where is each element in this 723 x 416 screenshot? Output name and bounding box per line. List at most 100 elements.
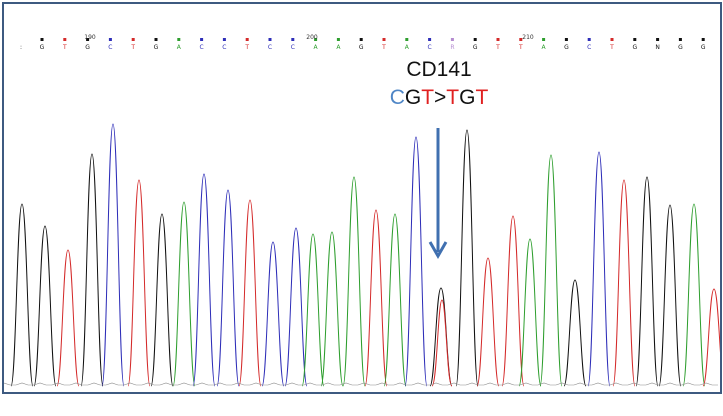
trace-peak xyxy=(501,215,525,387)
base-position-label: 200 xyxy=(306,34,318,41)
base-call-letter: G xyxy=(701,44,706,51)
base-call-letter: A xyxy=(336,44,341,51)
base-call-marker xyxy=(496,38,500,41)
base-call-marker xyxy=(542,38,546,41)
base-call-marker xyxy=(40,38,44,41)
base-call-letter: N xyxy=(655,44,660,51)
base-call-marker xyxy=(450,38,454,41)
base-call-marker xyxy=(314,38,318,41)
base-position-label: 190 xyxy=(84,34,96,41)
trace-peak xyxy=(539,154,563,387)
trace-peak xyxy=(261,241,285,387)
trace-peak xyxy=(404,136,428,387)
base-call-marker xyxy=(405,38,409,41)
mutation-new-base-t: T xyxy=(446,86,460,109)
trace-peak xyxy=(563,279,587,387)
base-call-marker xyxy=(200,38,204,41)
trace-peak xyxy=(476,257,500,387)
trace-peak xyxy=(238,199,262,387)
trace-peak xyxy=(658,204,682,387)
trace-baseline xyxy=(4,382,718,386)
trace-peak xyxy=(284,227,308,387)
base-call-marker xyxy=(428,38,432,41)
base-call-letter: G xyxy=(473,44,478,51)
base-call-letter: A xyxy=(177,44,182,51)
base-call-letter: T xyxy=(518,44,523,51)
base-call-marker xyxy=(678,38,682,41)
mutation-new-base-t2: T xyxy=(475,86,489,109)
trace-peak xyxy=(216,189,240,387)
base-call-marker xyxy=(587,38,591,41)
trace-peak xyxy=(56,249,80,387)
mutation-arrow-icon xyxy=(428,128,448,260)
trace-peak xyxy=(612,179,636,387)
base-call-letter: G xyxy=(678,44,683,51)
base-call-letter: A xyxy=(405,44,410,51)
base-call-letter: C xyxy=(268,44,272,51)
trace-peak xyxy=(702,288,720,387)
mutation-base-c: C xyxy=(389,86,405,109)
trace-peak xyxy=(364,209,388,387)
trace-peak xyxy=(682,203,706,387)
chromatogram-panel: G T G C T G A C C T C C A A G T A C R G T T A G C T G N G G 190 200 210:… xyxy=(2,2,722,394)
trace-peak xyxy=(320,231,344,387)
base-call-marker xyxy=(154,38,158,41)
base-call-marker xyxy=(131,38,135,41)
base-call-marker xyxy=(519,38,523,41)
base-call-marker xyxy=(86,38,90,41)
mutation-base-g: G xyxy=(404,86,422,109)
base-call-letter: G xyxy=(632,44,637,51)
base-call-marker xyxy=(63,38,67,41)
trace-peak xyxy=(10,203,34,387)
base-call-letter: C xyxy=(108,44,112,51)
base-call-marker xyxy=(336,38,340,41)
trace-peak xyxy=(635,176,659,387)
base-call-letter: C xyxy=(291,44,295,51)
trace-peak xyxy=(455,129,479,387)
base-call-marker xyxy=(177,38,181,41)
base-position-label: 210 xyxy=(522,34,534,41)
base-call-marker xyxy=(291,38,295,41)
base-call-marker xyxy=(359,38,363,41)
trace-peak xyxy=(127,179,151,387)
base-call-letter: C xyxy=(587,44,591,51)
base-call-marker xyxy=(473,38,477,41)
trace-peak xyxy=(33,225,57,387)
mutation-new-base-g: G xyxy=(459,86,476,109)
base-call-letter: T xyxy=(609,44,614,51)
base-call-marker xyxy=(268,38,272,41)
trace-peak xyxy=(192,173,216,387)
trace-peak xyxy=(150,213,174,387)
base-call-letter: R xyxy=(450,44,454,51)
mutation-base-t: T xyxy=(421,86,435,109)
base-call-letter: A xyxy=(542,44,547,51)
base-call-letter: T xyxy=(381,44,386,51)
base-call-letter: T xyxy=(130,44,135,51)
base-call-marker xyxy=(222,38,226,41)
trace-peak xyxy=(80,153,104,387)
base-call-letter: C xyxy=(199,44,203,51)
trace-peak xyxy=(101,123,125,387)
trace-peak xyxy=(172,201,196,387)
base-call-letter: G xyxy=(40,44,45,51)
base-call-marker xyxy=(108,38,112,41)
base-call-letter: C xyxy=(427,44,431,51)
base-call-letter: T xyxy=(62,44,67,51)
base-call-marker xyxy=(245,38,249,41)
base-call-marker xyxy=(656,38,660,41)
base-call-letter: G xyxy=(564,44,569,51)
base-call-letter: A xyxy=(314,44,319,51)
base-call-marker xyxy=(633,38,637,41)
trace-peak xyxy=(342,176,366,387)
mutation-separator: > xyxy=(434,86,447,109)
base-call-letter: T xyxy=(244,44,249,51)
base-call-marker xyxy=(610,38,614,41)
base-call-letter: G xyxy=(154,44,159,51)
mutation-codon-label: CD141 xyxy=(406,58,472,81)
trace-peak xyxy=(587,151,611,387)
base-call-marker xyxy=(564,38,568,41)
base-call-letter: G xyxy=(85,44,90,51)
base-call-marker xyxy=(701,38,705,41)
trace-peak xyxy=(518,238,542,387)
